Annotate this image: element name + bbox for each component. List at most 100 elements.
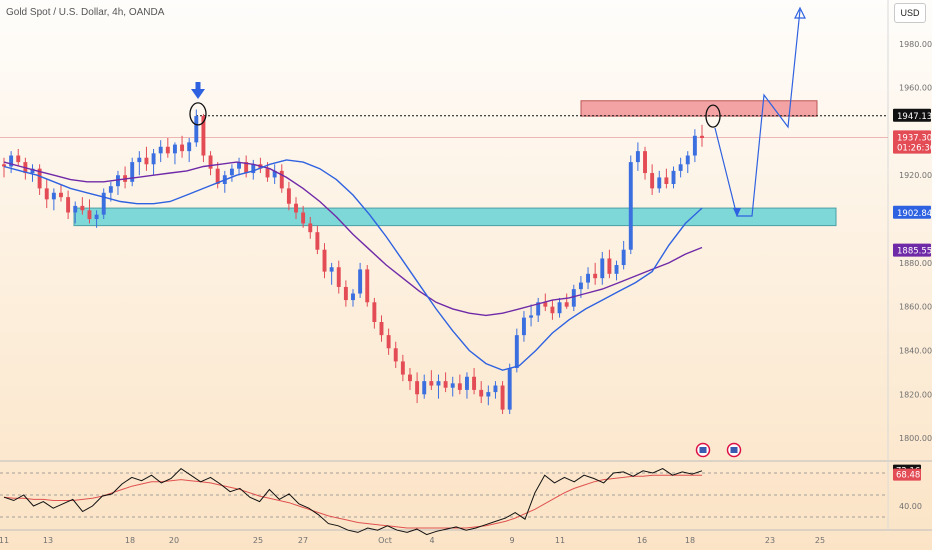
candle-body bbox=[408, 374, 412, 382]
x-tick-label: 18 bbox=[685, 536, 695, 545]
candle-body bbox=[158, 146, 163, 154]
candle-body bbox=[365, 269, 370, 303]
candle-body bbox=[137, 157, 142, 163]
rsi-tag-box bbox=[893, 468, 921, 481]
price-tag: 01:26:36 bbox=[893, 140, 932, 154]
rsi-value-tag: 68.48 bbox=[893, 468, 921, 481]
candle-body bbox=[393, 348, 398, 362]
candle-body bbox=[557, 302, 562, 314]
candle-body bbox=[151, 153, 156, 165]
y-tick-label: 1800.000 bbox=[899, 434, 932, 443]
candle-body bbox=[358, 269, 363, 294]
candle-body bbox=[600, 258, 605, 279]
candle-body bbox=[465, 376, 469, 390]
candle-body bbox=[493, 385, 498, 393]
candle-body bbox=[322, 249, 327, 272]
candle-body bbox=[422, 381, 427, 395]
price-tag-label: 1902.849 bbox=[897, 209, 932, 219]
candle-body bbox=[536, 302, 541, 316]
rsi-line bbox=[3, 467, 703, 536]
candle-body bbox=[315, 232, 320, 250]
candle-body bbox=[450, 383, 455, 388]
candle-body bbox=[9, 155, 14, 167]
projection-arrowhead bbox=[733, 208, 741, 217]
y-tick-label: 1860.000 bbox=[899, 303, 932, 312]
candle-body bbox=[543, 302, 548, 307]
x-tick-label: 16 bbox=[637, 536, 647, 545]
rsi-tag-label: 68.48 bbox=[896, 471, 920, 481]
down-arrow-marker bbox=[191, 89, 205, 99]
candle-body bbox=[578, 282, 583, 290]
candle-body bbox=[30, 168, 35, 174]
candle-body bbox=[586, 273, 590, 283]
candle-body bbox=[301, 212, 306, 224]
candle-body bbox=[66, 197, 71, 213]
candle-body bbox=[180, 144, 185, 152]
price-tag-label: 1937.300 bbox=[897, 133, 932, 143]
candle-body bbox=[279, 170, 284, 189]
candle-body bbox=[479, 389, 484, 397]
candle-body bbox=[607, 258, 612, 274]
x-tick-label: 25 bbox=[815, 536, 825, 545]
x-tick-label: Oct bbox=[378, 536, 392, 545]
candle-body bbox=[244, 162, 249, 174]
candle-body bbox=[550, 306, 555, 314]
candle-body bbox=[116, 175, 120, 187]
candle-body bbox=[514, 335, 519, 368]
candle-body bbox=[265, 168, 270, 178]
candle-body bbox=[336, 267, 341, 287]
candle-body bbox=[571, 289, 576, 307]
candle-body bbox=[643, 151, 647, 174]
candle-body bbox=[429, 381, 434, 386]
candle-body bbox=[657, 177, 662, 189]
candle-body bbox=[614, 265, 619, 274]
candle-body bbox=[87, 210, 92, 220]
price-tag: 1937.300 bbox=[893, 130, 932, 144]
down-arrow-marker bbox=[195, 82, 201, 90]
chart-title: Gold Spot / U.S. Dollar, 4h, OANDA bbox=[6, 7, 165, 18]
price-tag: 1947.134 bbox=[893, 108, 932, 122]
retest-circle-marker bbox=[705, 104, 721, 128]
candle-body bbox=[692, 135, 697, 156]
candle-body bbox=[94, 214, 99, 220]
ema-fast-line bbox=[3, 159, 703, 371]
candle-body bbox=[80, 205, 85, 211]
rsi-tick-label: 40.00 bbox=[899, 502, 922, 511]
price-tag-box bbox=[893, 130, 931, 144]
candle-body bbox=[286, 188, 291, 204]
candle-body bbox=[472, 376, 477, 390]
candle-body bbox=[294, 203, 298, 213]
candle-body bbox=[635, 151, 640, 163]
candle-body bbox=[500, 385, 505, 410]
candle-body bbox=[593, 273, 598, 279]
support-zone bbox=[73, 207, 837, 227]
candle-body bbox=[201, 116, 206, 156]
price-tag-label: 01:26:36 bbox=[897, 144, 932, 154]
candle-body bbox=[343, 286, 348, 301]
projection-arrowhead bbox=[794, 6, 806, 19]
top-circle-marker bbox=[189, 102, 207, 126]
flag-event-icon bbox=[730, 447, 738, 453]
candle-body bbox=[564, 302, 569, 307]
currency-button[interactable]: USD bbox=[894, 3, 926, 23]
price-tag-label: 1885.556 bbox=[897, 247, 932, 257]
projection-path bbox=[714, 9, 801, 217]
candle-body bbox=[308, 223, 313, 233]
candle-body bbox=[130, 162, 135, 182]
candle-body bbox=[443, 381, 448, 388]
price-tag-label: 1947.134 bbox=[897, 112, 932, 122]
flag-event-icon bbox=[699, 447, 707, 453]
x-tick-label: 11 bbox=[0, 536, 9, 545]
x-tick-label: 27 bbox=[298, 536, 308, 545]
candle-body bbox=[108, 186, 113, 193]
candle-body bbox=[415, 381, 420, 395]
candle-body bbox=[436, 381, 441, 386]
candle-body bbox=[144, 157, 149, 165]
candle-body bbox=[664, 177, 669, 184]
price-tag-box bbox=[893, 140, 931, 154]
candle-body bbox=[521, 317, 526, 336]
y-tick-label: 1920.000 bbox=[899, 171, 932, 180]
candle-body bbox=[272, 170, 277, 178]
